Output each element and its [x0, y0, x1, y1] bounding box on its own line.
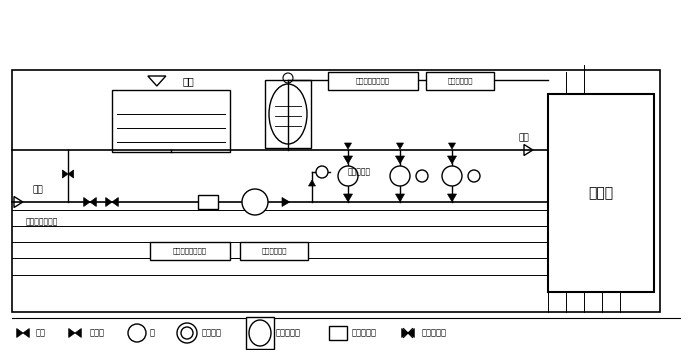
Text: 进水口压力传感器: 进水口压力传感器: [173, 248, 207, 254]
Circle shape: [338, 166, 358, 186]
Bar: [150, 242, 230, 260]
Text: 电动控制阀: 电动控制阀: [422, 329, 447, 337]
Text: 出水口压力传感器: 出水口压力传感器: [356, 78, 390, 84]
Polygon shape: [69, 329, 75, 337]
Polygon shape: [68, 170, 73, 178]
Text: 泵: 泵: [150, 329, 155, 337]
Polygon shape: [343, 156, 352, 164]
Circle shape: [242, 189, 268, 215]
Polygon shape: [106, 197, 112, 206]
Polygon shape: [282, 197, 290, 206]
Circle shape: [390, 166, 410, 186]
Polygon shape: [408, 329, 415, 337]
Polygon shape: [62, 170, 68, 178]
Polygon shape: [448, 156, 457, 164]
Bar: [426, 72, 494, 90]
Text: 阀门: 阀门: [36, 329, 46, 337]
Bar: [198, 195, 218, 209]
Text: 稳压调节器: 稳压调节器: [352, 329, 377, 337]
Text: 出水: 出水: [518, 133, 529, 142]
Bar: [246, 317, 274, 349]
Bar: [112, 90, 230, 152]
Text: 止回阀: 止回阀: [90, 329, 105, 337]
Text: 压力传感器: 压力传感器: [348, 168, 371, 176]
Polygon shape: [23, 329, 29, 337]
Polygon shape: [345, 143, 352, 149]
Polygon shape: [112, 197, 118, 206]
Polygon shape: [309, 180, 316, 186]
Circle shape: [416, 170, 428, 182]
Polygon shape: [397, 143, 403, 149]
Polygon shape: [401, 329, 408, 337]
Circle shape: [128, 324, 146, 342]
Text: 稳流补偿器: 稳流补偿器: [276, 329, 301, 337]
Bar: [265, 80, 311, 148]
Text: 进水: 进水: [33, 186, 44, 195]
Text: 城镇自来水管网: 城镇自来水管网: [26, 217, 58, 226]
Text: 电接点负压表: 电接点负压表: [262, 248, 286, 254]
Bar: [329, 326, 347, 340]
Bar: [12, 70, 660, 312]
Polygon shape: [396, 194, 405, 202]
Polygon shape: [448, 143, 455, 149]
Bar: [240, 242, 308, 260]
Text: 水箱: 水箱: [183, 76, 194, 86]
Polygon shape: [90, 197, 96, 206]
Circle shape: [468, 170, 480, 182]
Polygon shape: [75, 329, 81, 337]
Circle shape: [316, 166, 328, 178]
Text: 控制柜: 控制柜: [588, 186, 614, 200]
Polygon shape: [343, 194, 352, 202]
Text: 电接点压力表: 电接点压力表: [447, 78, 473, 84]
Bar: [548, 94, 654, 292]
Polygon shape: [17, 329, 23, 337]
Polygon shape: [84, 197, 90, 206]
Polygon shape: [396, 156, 405, 164]
Bar: [328, 72, 418, 90]
Polygon shape: [448, 194, 457, 202]
Text: 增压装置: 增压装置: [202, 329, 222, 337]
Circle shape: [177, 323, 197, 343]
Circle shape: [442, 166, 462, 186]
